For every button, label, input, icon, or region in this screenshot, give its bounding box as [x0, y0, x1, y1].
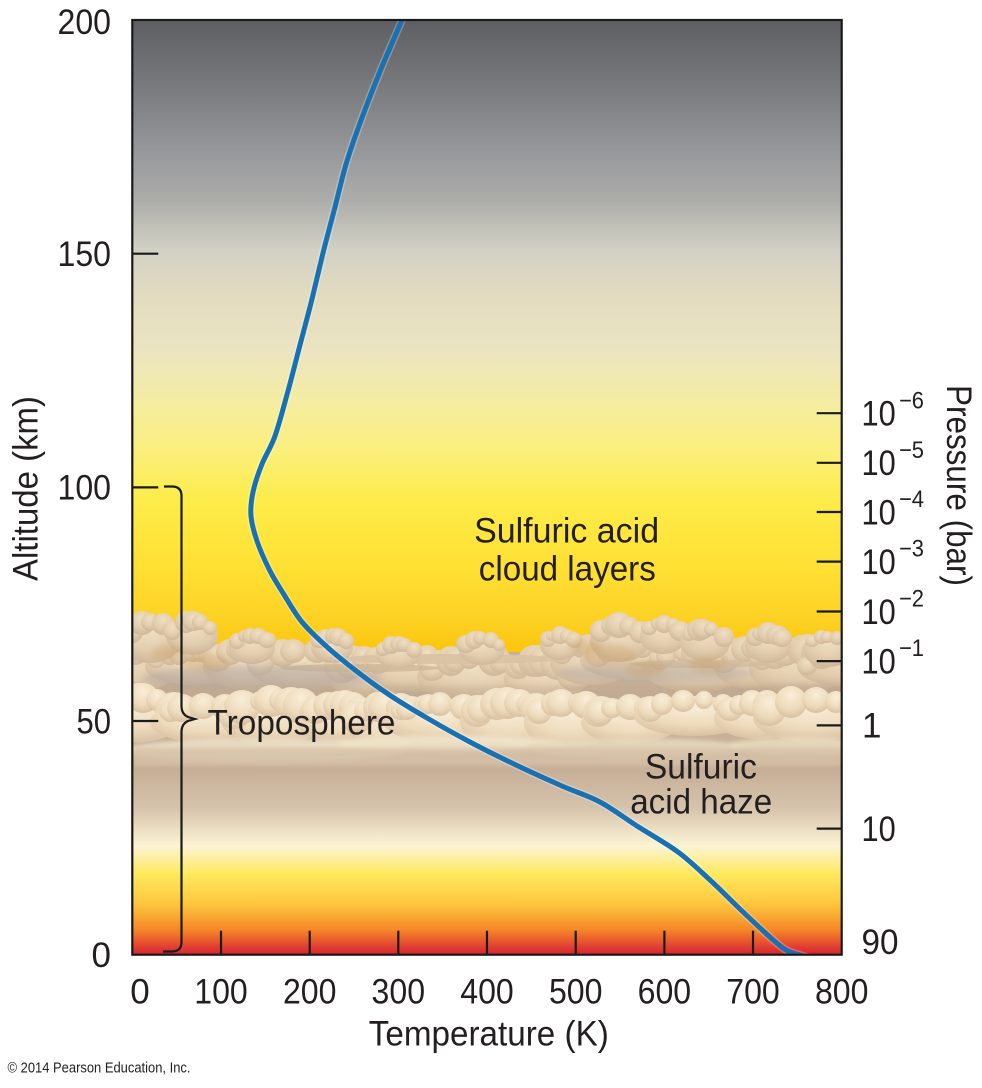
svg-text:10: 10: [862, 444, 896, 483]
svg-text:600: 600: [638, 973, 692, 1012]
svg-text:10: 10: [862, 395, 896, 434]
svg-text:1: 1: [862, 707, 881, 746]
svg-text:10: 10: [862, 642, 896, 681]
svg-text:10: 10: [862, 810, 896, 849]
svg-text:0: 0: [92, 936, 111, 975]
svg-text:500: 500: [549, 973, 603, 1012]
svg-text:10: 10: [862, 593, 896, 632]
svg-text:−4: −4: [899, 486, 924, 513]
svg-text:acid haze: acid haze: [630, 782, 772, 821]
svg-text:200: 200: [283, 973, 337, 1012]
svg-text:100: 100: [58, 469, 112, 508]
svg-text:Sulfuric acid: Sulfuric acid: [474, 511, 659, 550]
svg-text:100: 100: [194, 973, 248, 1012]
svg-text:800: 800: [815, 973, 869, 1012]
svg-text:400: 400: [460, 973, 514, 1012]
svg-text:300: 300: [372, 973, 426, 1012]
svg-text:−5: −5: [899, 437, 924, 464]
svg-text:Pressure (bar): Pressure (bar): [939, 385, 978, 586]
svg-text:Altitude (km): Altitude (km): [7, 396, 46, 581]
svg-text:cloud layers: cloud layers: [479, 550, 656, 589]
svg-text:700: 700: [726, 973, 780, 1012]
svg-text:0: 0: [130, 973, 149, 1012]
svg-text:50: 50: [77, 702, 112, 741]
svg-text:90: 90: [862, 923, 899, 962]
svg-text:−2: −2: [899, 586, 924, 613]
svg-text:© 2014 Pearson Education, Inc.: © 2014 Pearson Education, Inc.: [8, 1059, 191, 1076]
svg-text:−3: −3: [899, 536, 924, 563]
svg-text:Sulfuric: Sulfuric: [645, 748, 757, 787]
svg-text:−6: −6: [899, 387, 924, 414]
svg-text:10: 10: [862, 493, 896, 532]
svg-text:200: 200: [58, 3, 112, 42]
svg-text:Troposphere: Troposphere: [208, 703, 396, 742]
svg-text:Temperature (K): Temperature (K): [369, 1014, 609, 1053]
svg-text:10: 10: [862, 543, 896, 582]
svg-text:150: 150: [58, 235, 112, 274]
svg-text:−1: −1: [899, 635, 924, 662]
